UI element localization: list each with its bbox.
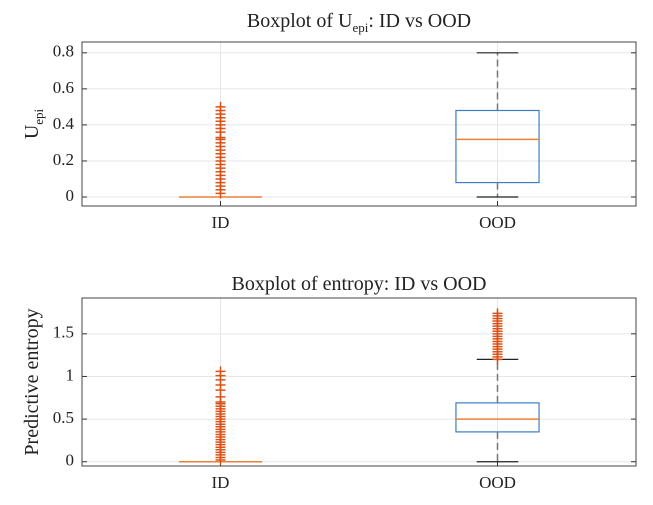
y-tick-label: 1.5: [53, 323, 74, 342]
y-axis-label-sub: epi: [31, 108, 46, 124]
x-tick-label: OOD: [479, 473, 516, 492]
box: [455, 402, 540, 433]
axes-frame: [81, 297, 637, 467]
chart-title: Boxplot of entropy: ID vs OOD: [232, 273, 487, 295]
x-tick-label: OOD: [479, 213, 516, 232]
y-tick-label: 0.2: [53, 150, 74, 169]
outlier: [492, 308, 503, 319]
y-axis-label-main: U: [21, 124, 43, 139]
chart-title-rest: : ID vs OOD: [368, 10, 471, 32]
box: [455, 109, 540, 184]
chart-title-main: Boxplot of U: [247, 10, 353, 32]
x-tick-label: ID: [212, 213, 230, 232]
y-tick-label: 0.4: [53, 114, 75, 133]
y-axis-label: Predictive entropy: [21, 308, 43, 455]
chart-title: Boxplot of Uepi: ID vs OOD: [247, 10, 471, 35]
y-tick-label: 1: [66, 365, 75, 384]
y-tick-label: 0: [66, 451, 75, 470]
chart-title-main: Boxplot of entropy: ID vs OOD: [232, 273, 487, 295]
axes-frame: [81, 41, 637, 207]
y-axis-label: Uepi: [21, 108, 46, 139]
outlier: [215, 101, 226, 112]
outlier: [215, 366, 226, 377]
y-axis-label-main: Predictive entropy: [21, 308, 43, 455]
x-tick-label: ID: [212, 473, 230, 492]
y-tick-label: 0.6: [53, 78, 74, 97]
y-tick-label: 0.8: [53, 42, 74, 61]
y-tick-label: 0.5: [53, 408, 74, 427]
y-tick-label: 0: [66, 186, 75, 205]
chart-title-sub: epi: [352, 20, 368, 35]
